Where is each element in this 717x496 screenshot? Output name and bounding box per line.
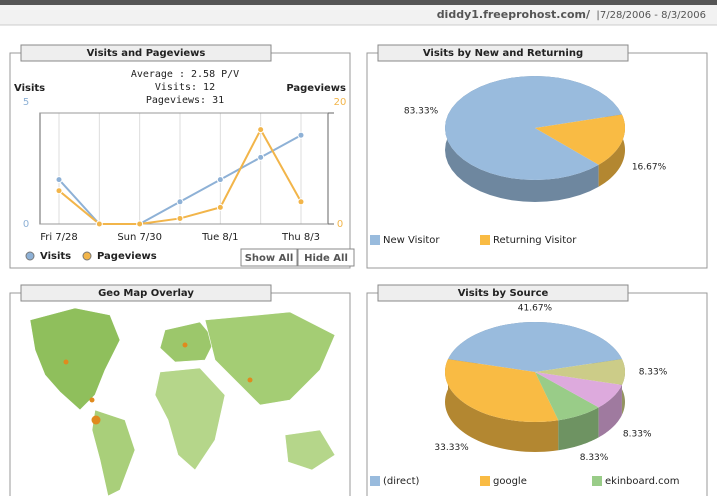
data-point [95,220,103,228]
pie-slice-side [598,114,625,187]
map-marker [91,415,101,425]
map-marker [89,397,95,403]
legend-marker [25,251,35,261]
data-point [176,214,184,222]
legend-label: New Visitor [383,235,440,246]
header-bar [0,5,717,25]
button-label[interactable]: Show All [245,253,294,264]
data-point [297,131,305,139]
map-marker [182,342,188,348]
pie-slice-side [445,359,559,452]
pie-slice [445,76,622,180]
pie-slice [535,372,599,421]
map-marker [247,377,253,383]
legend-label: (direct) [383,476,419,487]
legend-label: Visits [40,251,71,262]
slice-label: 33.33% [434,443,469,453]
data-point [297,198,305,206]
legend-swatch [480,476,490,486]
map-africa [154,367,226,471]
top-bar [0,0,717,5]
legend-label: google [493,476,527,487]
panel-tab [20,44,272,62]
slice-label: 16.67% [632,163,667,173]
pie-slice-side [598,384,622,438]
panel-title: Visits by Source [458,288,549,299]
map-australia [284,429,336,471]
separator: | [596,10,599,21]
button[interactable] [240,248,298,267]
date-range: 7/28/2006 - 8/3/2006 [600,10,706,21]
panel-tab [377,284,629,302]
pie-slice-side [558,407,599,451]
legend-swatch [592,476,602,486]
x-tick-label: Tue 8/1 [201,232,238,243]
pie-slice [445,359,559,422]
slice-label: 8.33% [580,453,609,463]
data-point [257,126,265,134]
chart-subtitle: Pageviews: 31 [146,95,224,106]
plot-area [39,112,329,225]
map-asia [204,311,336,406]
panel-tab [20,284,272,302]
data-point [257,153,265,161]
legend-swatch [370,235,380,245]
map-marker [63,359,69,365]
site-name: diddy1.freeprohost.com/ [437,8,591,21]
chart-subtitle: Visits: 12 [155,82,215,93]
pie-slice [448,322,622,372]
world-map [29,307,336,496]
y2-tick-label: 0 [337,219,343,230]
y-tick-label: 5 [23,97,29,108]
pie-slice [535,114,625,165]
slice-label: 8.33% [623,429,652,439]
legend-label: Returning Visitor [493,235,577,246]
x-tick-label: Fri 7/28 [40,232,78,243]
button-label[interactable]: Hide All [304,253,348,264]
slice-label: 83.33% [404,106,439,116]
data-point [216,176,224,184]
slice-label: 8.33% [639,367,668,377]
legend-label: ekinboard.com [605,476,679,487]
data-point [216,203,224,211]
button[interactable] [297,248,355,267]
pie-slice [535,372,622,408]
y2-axis-label: Pageviews [286,83,346,94]
map-europe [159,321,216,363]
map-south-america [91,409,136,496]
data-point [55,176,63,184]
y-tick-label: 0 [23,219,29,230]
legend-label: Pageviews [97,251,157,262]
y-axis-label: Visits [14,83,45,94]
panel-title: Geo Map Overlay [98,288,194,299]
x-tick-label: Sun 7/30 [117,232,162,243]
x-tick-label: Thu 8/3 [281,232,320,243]
map-north-america [29,307,121,411]
y2-tick-label: 20 [334,97,347,108]
legend-swatch [370,476,380,486]
panel-tab [377,44,629,62]
chart-subtitle: Average : 2.58 P/V [131,69,239,80]
legend-marker [82,251,92,261]
data-point [55,187,63,195]
panel-title: Visits by New and Returning [423,48,583,59]
data-point [176,198,184,206]
data-point [136,220,144,228]
slice-label: 41.67% [518,304,553,314]
pie-slice [535,359,625,385]
legend-swatch [480,235,490,245]
panel-title: Visits and Pageviews [87,48,206,59]
